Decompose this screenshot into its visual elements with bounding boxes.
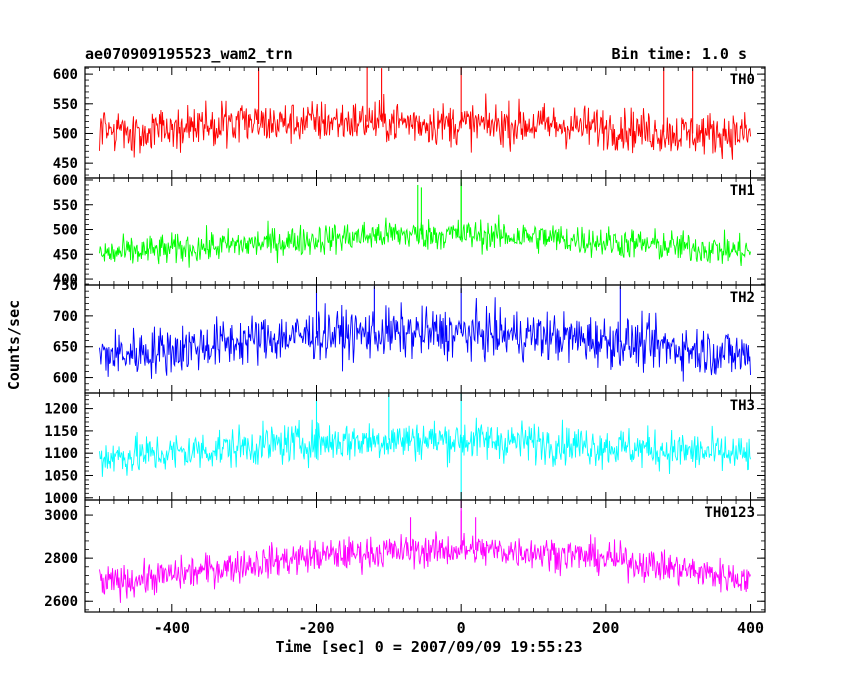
panel-th0: 450 500 550 600 TH0: [53, 66, 766, 179]
plot-title: ae070909195523_wam2_trn: [85, 45, 293, 63]
panel-label: TH0123: [704, 505, 755, 521]
y-tick-label: 450: [53, 247, 78, 263]
series-th0: [99, 67, 751, 160]
series-th0123: [99, 500, 751, 603]
panel-label: TH1: [730, 183, 755, 199]
panel-th2: 600 650 700 750 TH2: [53, 278, 766, 394]
y-tick-label: 1150: [44, 424, 78, 440]
x-tick-label: -400: [154, 619, 190, 637]
y-tick-label: 500: [53, 126, 78, 142]
panel-label: TH0: [730, 72, 755, 88]
y-tick-label: 3000: [44, 508, 78, 524]
series-line: [99, 214, 751, 268]
panel-label: TH3: [730, 398, 755, 414]
y-tick-label: 2800: [44, 551, 78, 567]
bin-time-label: Bin time: 1.0 s: [611, 45, 747, 63]
x-tick-label: -200: [298, 619, 334, 637]
series-th3: [99, 393, 751, 500]
x-axis-label: Time [sec] 0 = 2007/09/09 19:55:23: [275, 638, 583, 656]
panel-label: TH2: [730, 290, 755, 306]
panel-frame: [84, 284, 766, 394]
y-tick-label: 600: [53, 67, 78, 83]
series-line: [99, 531, 751, 603]
x-tick-label: 0: [457, 619, 466, 637]
y-tick-label: 450: [53, 156, 78, 172]
y-tick-label: 550: [53, 97, 78, 113]
y-tick-label: 700: [53, 309, 78, 325]
panel-frame: [84, 177, 766, 286]
y-axis-label: Counts/sec: [5, 299, 23, 391]
panel-th1: 400 450 500 550 600 TH1: [53, 173, 766, 288]
y-tick-label: 500: [53, 223, 78, 239]
panel-th0123: 2600 2800 3000 TH0123: [44, 499, 766, 613]
series-line: [99, 93, 751, 160]
y-tick-label: 750: [53, 278, 78, 294]
y-tick-label: 1200: [44, 402, 78, 418]
y-tick-label: 400: [53, 272, 78, 288]
y-tick-label: 600: [53, 173, 78, 189]
y-tick-label: 550: [53, 198, 78, 214]
y-tick-label: 1000: [44, 491, 78, 507]
y-tick-label: 1100: [44, 446, 78, 462]
series-line: [99, 417, 751, 477]
x-tick-label: 400: [737, 619, 764, 637]
x-tick-label: 200: [592, 619, 619, 637]
panel-frame: [84, 392, 766, 501]
panel-th3: 1000 1050 1100 1150 1200 TH3: [44, 392, 766, 507]
series-line: [99, 297, 751, 382]
y-tick-label: 1050: [44, 468, 78, 484]
y-tick-label: 2600: [44, 594, 78, 610]
y-tick-label: 600: [53, 371, 78, 387]
y-tick-label: 650: [53, 340, 78, 356]
series-th2: [99, 285, 751, 382]
series-th1: [99, 178, 751, 268]
panel-frame: [84, 499, 766, 613]
